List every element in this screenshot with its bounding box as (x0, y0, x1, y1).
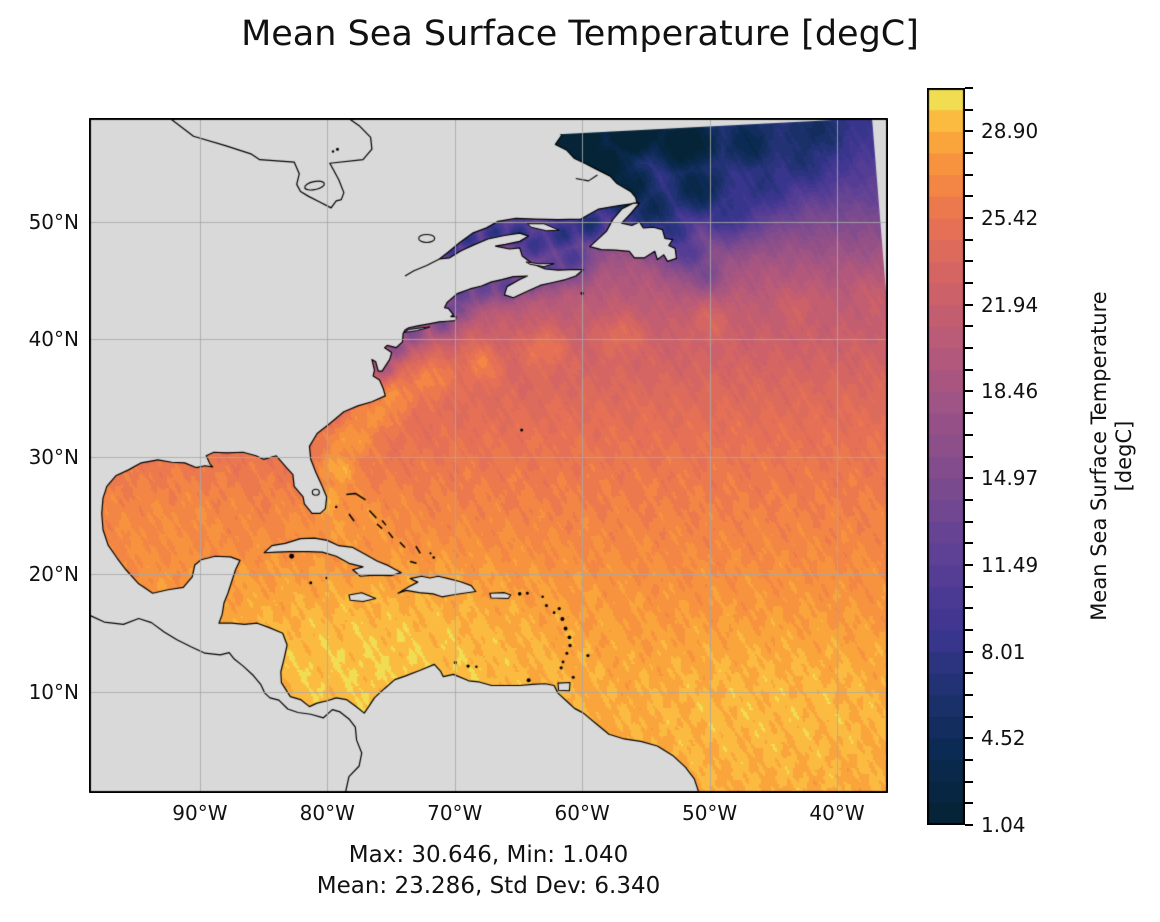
x-tick-label: 60°W (554, 801, 610, 825)
colorbar-tick-label: 28.90 (981, 119, 1039, 144)
colorbar-tick-label: 18.46 (981, 379, 1039, 404)
colorbar-tick (965, 585, 973, 588)
colorbar-tick-label: 4.52 (981, 726, 1026, 751)
y-tick-label: 40°N (28, 327, 79, 352)
colorbar-tick-label: 1.04 (981, 813, 1026, 837)
colorbar-tick (965, 152, 973, 155)
colorbar-tick (965, 368, 973, 371)
sst-heatmap-canvas (89, 118, 888, 793)
x-tick-label: 80°W (299, 801, 355, 825)
colorbar-tick-label: 14.97 (981, 466, 1039, 491)
colorbar-tick (965, 758, 973, 761)
colorbar-tick (965, 715, 973, 718)
colorbar-tick-label: 21.94 (981, 292, 1039, 317)
x-tick-label: 70°W (427, 801, 483, 825)
stats-line-1: Max: 30.646, Min: 1.040 (348, 842, 629, 868)
colorbar-tick (965, 217, 973, 220)
colorbar-tick (965, 650, 973, 653)
colorbar-tick (965, 433, 973, 436)
colorbar-tick (965, 542, 973, 545)
colorbar-tick (965, 693, 973, 696)
colorbar-tick-label: 25.42 (981, 206, 1039, 231)
colorbar-tick (965, 455, 973, 458)
colorbar-tick (965, 498, 973, 501)
colorbar-canvas (927, 88, 965, 825)
colorbar-tick (965, 824, 973, 826)
colorbar-tick (965, 607, 973, 610)
colorbar-tick (965, 737, 973, 740)
colorbar-axis-label-line1: Mean Sea Surface Temperature (1086, 291, 1111, 621)
y-tick-label: 30°N (28, 444, 79, 469)
colorbar-tick (965, 520, 973, 523)
y-tick-label: 10°N (28, 679, 79, 704)
colorbar-tick-label: 8.01 (981, 639, 1026, 664)
x-tick-label: 40°W (809, 801, 865, 825)
colorbar-tick (965, 672, 973, 675)
colorbar-tick-label: 11.49 (981, 552, 1039, 577)
colorbar-tick (965, 303, 973, 306)
y-tick-label: 20°N (28, 562, 79, 587)
colorbar-tick (965, 412, 973, 415)
map-plot (89, 118, 888, 793)
colorbar-tick (965, 780, 973, 783)
colorbar-tick (965, 130, 973, 133)
colorbar-tick (965, 282, 973, 285)
colorbar-tick (965, 802, 973, 805)
x-tick-label: 50°W (681, 801, 738, 825)
x-tick-label: 90°W (172, 801, 228, 825)
figure-title: Mean Sea Surface Temperature [degC] (241, 14, 919, 54)
stats-line-2: Mean: 23.286, Std Dev: 6.340 (316, 873, 661, 899)
colorbar-tick (965, 173, 973, 176)
colorbar-tick (965, 563, 973, 566)
colorbar-tick (965, 108, 973, 111)
y-tick-label: 50°N (28, 209, 79, 234)
colorbar-axis-label-line2: [degC] (1112, 420, 1136, 492)
colorbar-tick (965, 347, 973, 350)
colorbar-tick (965, 195, 973, 198)
colorbar: 1.04 4.52 8.01 11.49 14.97 18.46 21.94 25.42 28.… (927, 87, 1038, 837)
colorbar-tick (965, 87, 973, 89)
colorbar-tick (965, 260, 973, 263)
colorbar-tick (965, 325, 973, 328)
colorbar-axis-label: Mean Sea Surface Temperature [degC] (1087, 291, 1137, 620)
colorbar-tick (965, 238, 973, 241)
colorbar-tick (965, 628, 973, 631)
colorbar-tick (965, 390, 973, 393)
colorbar-tick (965, 477, 973, 480)
